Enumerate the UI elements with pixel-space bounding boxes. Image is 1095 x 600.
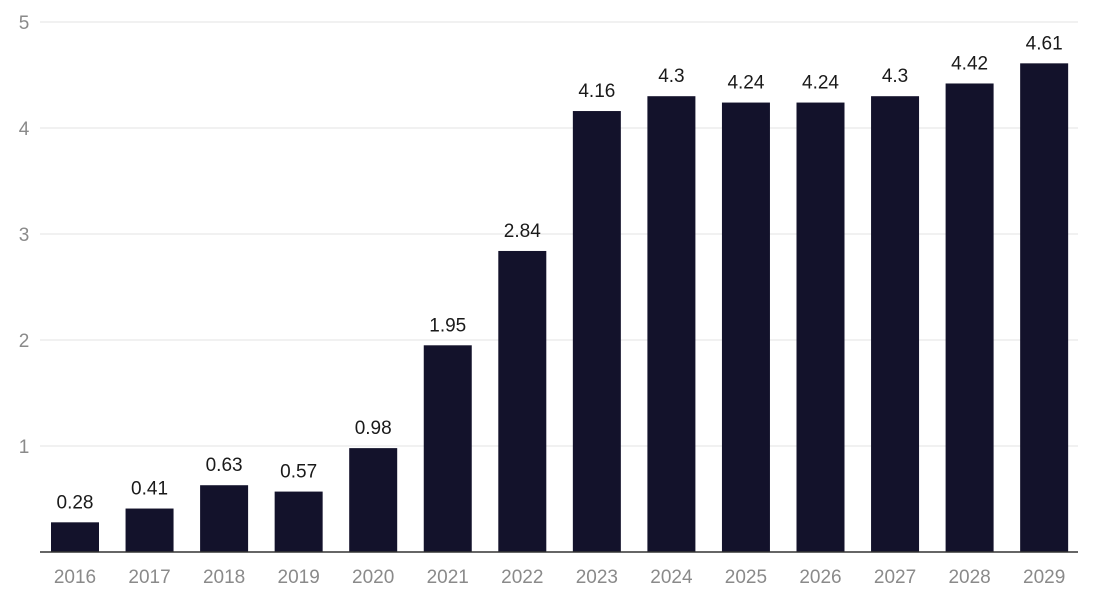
y-tick-label: 4 — [19, 119, 30, 140]
bar-2023 — [572, 111, 621, 552]
x-tick-label: 2029 — [1023, 567, 1065, 588]
data-label: 1.95 — [429, 315, 466, 336]
data-label: 4.24 — [802, 73, 839, 94]
data-label: 0.28 — [57, 492, 94, 513]
x-tick-label: 2023 — [576, 567, 618, 588]
data-label: 4.24 — [727, 73, 764, 94]
bar-2016 — [51, 522, 99, 552]
data-label: 0.57 — [280, 462, 317, 483]
bar-2025 — [721, 102, 770, 552]
data-label: 2.84 — [504, 221, 541, 242]
bars — [51, 63, 1069, 553]
x-tick-label: 2026 — [799, 567, 841, 588]
x-tick-label: 2027 — [874, 567, 916, 588]
data-label: 4.61 — [1026, 33, 1063, 54]
x-tick-label: 2022 — [501, 567, 543, 588]
x-tick-label: 2016 — [54, 567, 96, 588]
bar-2026 — [796, 102, 845, 552]
x-tick-label: 2019 — [278, 567, 320, 588]
y-axis-ticks: 1 2 3 4 5 — [19, 13, 30, 458]
x-tick-label: 2025 — [725, 567, 767, 588]
y-tick-label: 3 — [19, 225, 30, 246]
x-tick-label: 2021 — [427, 567, 469, 588]
x-tick-label: 2024 — [650, 567, 693, 588]
data-label: 4.16 — [578, 81, 615, 102]
data-label: 4.42 — [951, 53, 988, 74]
x-tick-label: 2018 — [203, 567, 245, 588]
data-label: 4.3 — [658, 66, 684, 87]
bar-2024 — [647, 96, 696, 552]
bar-2028 — [945, 83, 994, 552]
x-tick-label: 2020 — [352, 567, 394, 588]
bar-2022 — [498, 250, 547, 552]
data-label: 0.98 — [355, 418, 392, 439]
y-tick-label: 2 — [19, 331, 30, 352]
bar-2020 — [349, 448, 398, 552]
bar-2021 — [423, 345, 472, 552]
y-tick-label: 5 — [19, 13, 30, 34]
bar-2027 — [871, 96, 920, 552]
bar-2018 — [200, 485, 249, 552]
gridlines — [40, 21, 1078, 447]
bar-2017 — [125, 508, 174, 552]
data-label: 0.63 — [206, 455, 243, 476]
x-tick-label: 2028 — [948, 567, 990, 588]
bar-2019 — [274, 491, 323, 552]
data-label: 0.41 — [131, 479, 168, 500]
y-tick-label: 1 — [19, 437, 30, 458]
x-axis-ticks: 2016 2017 2018 2019 2020 2021 2022 2023 2024 2025… — [54, 567, 1065, 588]
value-labels: 0.28 0.41 0.63 0.57 0.98 1.95 2.84 4.16 4.3 4.24 4… — [57, 33, 1063, 513]
data-label: 4.3 — [882, 66, 908, 87]
x-tick-label: 2017 — [128, 567, 170, 588]
bar-2029 — [1020, 63, 1069, 553]
